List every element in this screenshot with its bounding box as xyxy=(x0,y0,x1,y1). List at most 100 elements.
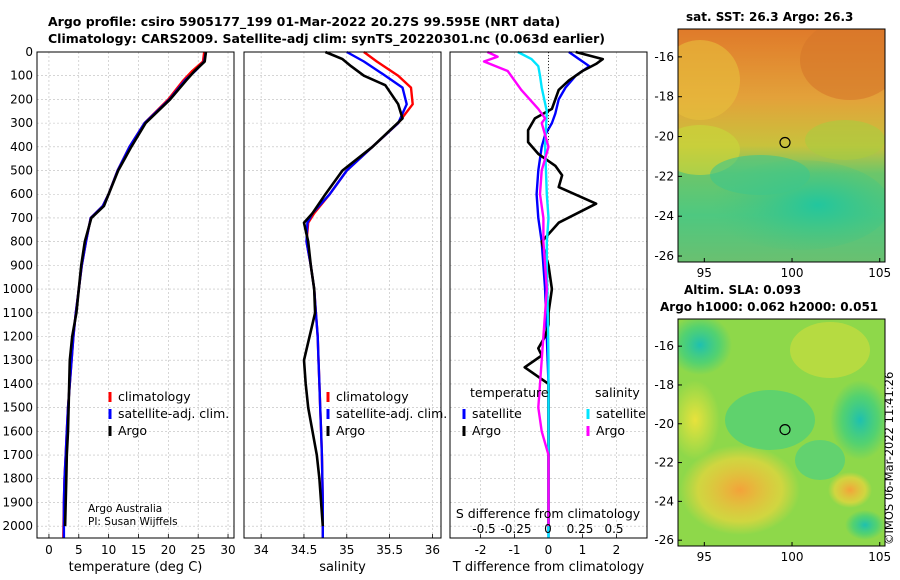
y-tick-label: 1400 xyxy=(2,377,33,391)
credit-line1: Argo Australia xyxy=(88,503,162,515)
series-line-salinity-argo xyxy=(482,50,550,527)
x-tick-label: 2 xyxy=(613,543,621,557)
x-tick-label: 25 xyxy=(191,543,206,557)
map-y-tick-label: -18 xyxy=(654,90,674,104)
difference_profile: -2 -1 0 1 2 T difference from climatology xyxy=(449,50,648,575)
y-tick-label: 1700 xyxy=(2,448,33,462)
x-tick-label: 5 xyxy=(75,543,83,557)
y-tick-label: 900 xyxy=(10,258,33,272)
x-tick-label: 20 xyxy=(161,543,176,557)
y-tick-label: 1500 xyxy=(2,401,33,415)
series-line-satellite-adj-clim- xyxy=(62,51,208,538)
legend-label: Argo xyxy=(118,423,147,438)
sla-map-frame xyxy=(677,318,886,547)
x-axis-label: salinity xyxy=(319,560,366,575)
map-y-tick-label: -24 xyxy=(654,209,674,223)
y-tick-label: 800 xyxy=(10,235,33,249)
map-y-tick-label: -20 xyxy=(654,130,674,144)
y-tick-label: 700 xyxy=(10,211,33,225)
x-tick-label: -2 xyxy=(475,543,487,557)
y-tick-label: 1900 xyxy=(2,495,33,509)
x-tick-label: 1 xyxy=(579,543,587,557)
legend-temperature_profile: climatology satellite-adj. clim. Argo xyxy=(108,389,229,438)
y-tick-label: 1800 xyxy=(2,472,33,486)
series-line-argo xyxy=(63,51,208,527)
y-tick-label: 1100 xyxy=(2,306,33,320)
x-tick-label: 10 xyxy=(101,543,116,557)
y-tick-label: 1300 xyxy=(2,353,33,367)
sst-map-frame xyxy=(677,28,886,263)
legend-label: Argo xyxy=(336,423,365,438)
x-tick-label: 0 xyxy=(45,543,53,557)
map-x-tick-label: 95 xyxy=(697,550,712,564)
sla-map-subtitle: Argo h1000: 0.062 h2000: 0.051 xyxy=(660,300,879,314)
y-tick-label: 1000 xyxy=(2,282,33,296)
top-tick-label: -0.5 xyxy=(472,522,495,536)
x-axis-label: T difference from climatology xyxy=(452,560,645,575)
series-line-salinity-satellite xyxy=(517,50,550,538)
legend-label: climatology xyxy=(336,389,409,404)
y-tick-label: 1600 xyxy=(2,424,33,438)
y-tick-label: 500 xyxy=(10,164,33,178)
legend-label: satellite-adj. clim. xyxy=(336,406,447,421)
x-tick-label: -1 xyxy=(509,543,521,557)
sla-map-title: Altim. SLA: 0.093 xyxy=(684,283,802,297)
map-y-tick-label: -26 xyxy=(654,533,674,547)
map-x-tick-label: 95 xyxy=(697,266,712,280)
sst-map-title: sat. SST: 26.3 Argo: 26.3 xyxy=(686,10,854,24)
legend-salinity_profile: climatology satellite-adj. clim. Argo xyxy=(326,389,447,438)
y-tick-label: 100 xyxy=(10,69,33,83)
series-line-argo xyxy=(302,50,404,527)
legend-title-salinity: salinity xyxy=(595,385,640,400)
map-y-tick-label: -24 xyxy=(654,494,674,508)
figure-title-line2: Climatology: CARS2009. Satellite-adj cli… xyxy=(48,31,606,46)
map-y-tick-label: -16 xyxy=(654,339,674,353)
x-tick-label: 30 xyxy=(220,543,235,557)
legend-difference: temperature salinity satellite Argo satellit… xyxy=(456,52,646,536)
argo-position-marker xyxy=(779,423,791,436)
x-tick-label: 0 xyxy=(545,543,553,557)
sst-map xyxy=(678,29,885,262)
top-axis-label: S difference from climatology xyxy=(456,506,641,521)
map-x-tick-label: 105 xyxy=(868,266,891,280)
map-y-tick-label: -22 xyxy=(654,456,674,470)
salinity_profile: 34 34.5 35 35.5 36 salinity xyxy=(243,50,442,575)
map-y-tick-label: -18 xyxy=(654,378,674,392)
series-line-climatology xyxy=(62,51,206,539)
legend-label: satellite xyxy=(472,406,522,421)
map-x-tick-label: 100 xyxy=(781,550,804,564)
legend-label: satellite xyxy=(596,406,646,421)
x-tick-label: 35.5 xyxy=(376,543,403,557)
x-tick-label: 36 xyxy=(425,543,440,557)
legend-title-temperature: temperature xyxy=(470,385,549,400)
credit-line2: PI: Susan Wijffels xyxy=(88,516,178,528)
top-tick-label: -0.25 xyxy=(500,522,531,536)
map-y-tick-label: -16 xyxy=(654,50,674,64)
y-tick-label: 200 xyxy=(10,92,33,106)
map-y-tick-label: -20 xyxy=(654,417,674,431)
plot-frame xyxy=(243,51,442,539)
x-tick-label: 15 xyxy=(131,543,146,557)
legend-label: satellite-adj. clim. xyxy=(118,406,229,421)
top-tick-label: 0.5 xyxy=(604,522,623,536)
sla-map xyxy=(678,319,885,546)
y-tick-label: 2000 xyxy=(2,519,33,533)
x-tick-label: 34 xyxy=(253,543,268,557)
legend-label: Argo xyxy=(596,423,625,438)
top-tick-label: 0 xyxy=(544,522,552,536)
sst_map-axes: 95 100 105 -16 -18 -20 -22 -24 -26 xyxy=(654,50,891,280)
legend-label: Argo xyxy=(472,423,501,438)
y-tick-label: 300 xyxy=(10,116,33,130)
sla_map-axes: 95 100 105 -16 -18 -20 -22 -24 -26 xyxy=(654,339,891,564)
y-tick-label: 0 xyxy=(25,45,33,59)
series-line-temperature-satellite xyxy=(535,51,591,538)
y-tick-label: 400 xyxy=(10,140,33,154)
top-tick-label: 0.25 xyxy=(567,522,594,536)
map-y-tick-label: -22 xyxy=(654,169,674,183)
temperature_profile: 0 5 10 15 20 25 300100200300400500600700800900… xyxy=(2,45,235,575)
map-x-tick-label: 105 xyxy=(868,550,891,564)
series-line-temperature-argo xyxy=(523,50,605,527)
map-y-tick-label: -26 xyxy=(654,249,674,263)
map-x-tick-label: 100 xyxy=(781,266,804,280)
